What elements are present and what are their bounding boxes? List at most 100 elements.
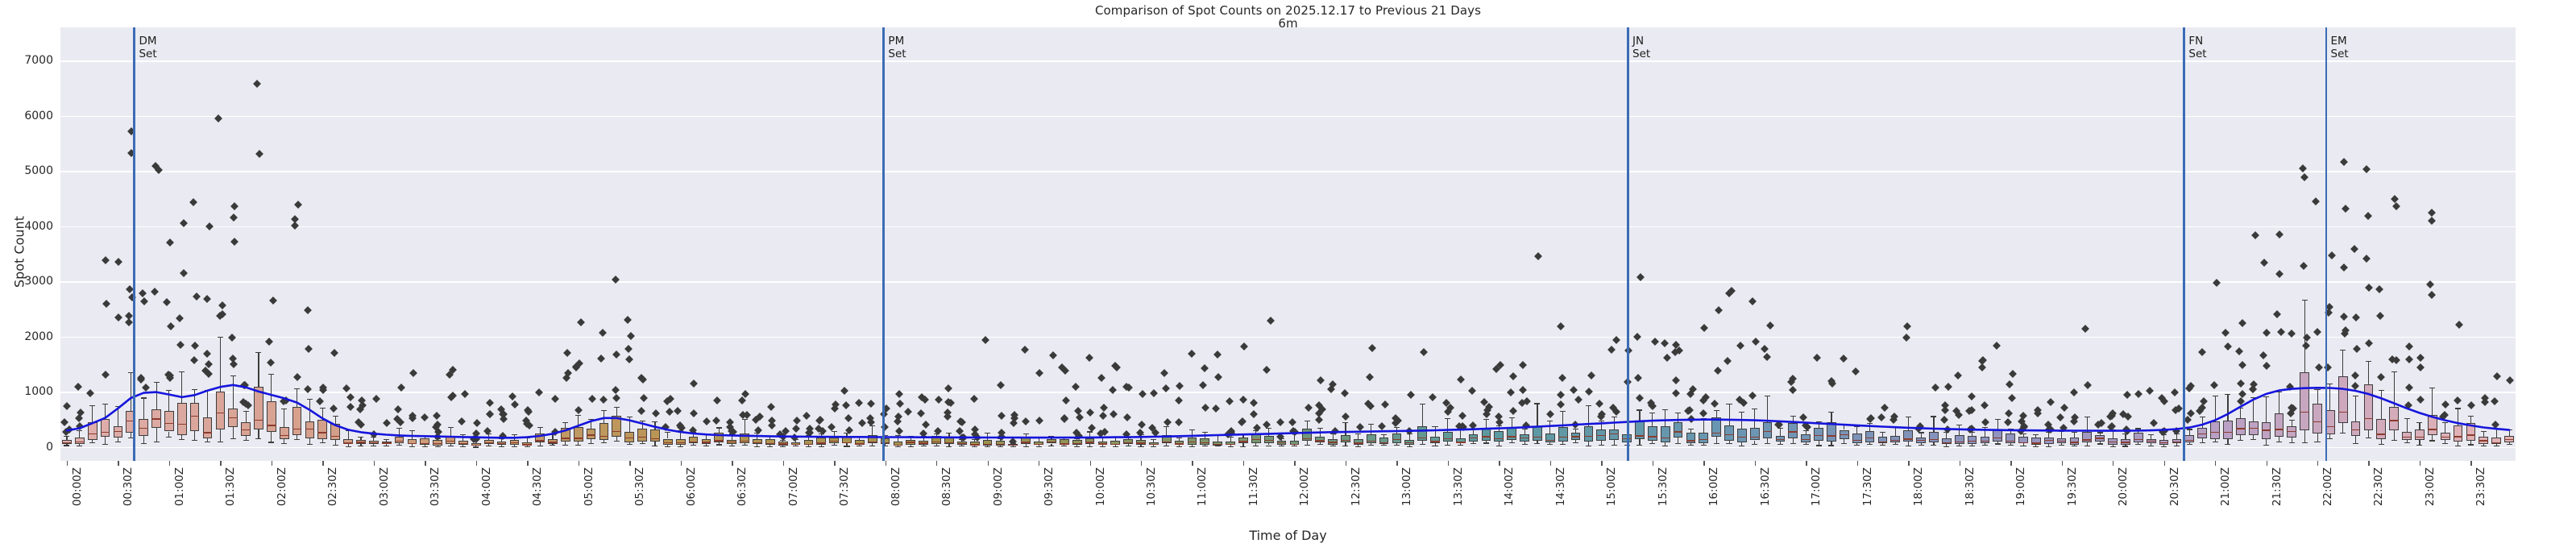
- boxplot-whisker-cap: [192, 440, 198, 442]
- boxplot-whisker-cap: [1802, 429, 1809, 432]
- boxplot-box: [2056, 438, 2067, 443]
- event-marker-label: JN Set: [1632, 35, 1650, 61]
- boxplot-box: [1929, 432, 1939, 443]
- boxplot-box: [1737, 429, 1747, 442]
- boxplot-whisker-cap: [882, 434, 889, 436]
- boxplot-box: [2235, 418, 2246, 435]
- boxplot-whisker: [1524, 442, 1525, 445]
- boxplot-whisker-cap: [831, 430, 837, 432]
- boxplot-whisker: [1447, 441, 1449, 445]
- boxplot-box: [1187, 438, 1197, 445]
- boxplot-whisker: [1114, 445, 1116, 446]
- boxplot-whisker: [820, 445, 822, 446]
- boxplot-whisker-cap: [1112, 446, 1118, 447]
- x-tick-label: 13:30Z: [1451, 467, 1465, 507]
- boxplot-whisker: [552, 443, 554, 445]
- boxplot-whisker-cap: [1943, 446, 1950, 447]
- boxplot-whisker: [1076, 445, 1078, 447]
- boxplot-median: [87, 433, 97, 435]
- boxplot-median: [1583, 436, 1594, 438]
- boxplot-median: [2313, 421, 2322, 423]
- boxplot-whisker: [1728, 441, 1730, 444]
- boxplot-whisker: [219, 429, 221, 442]
- boxplot-whisker: [718, 427, 720, 433]
- boxplot-median: [675, 442, 686, 444]
- boxplot-whisker-cap: [1099, 446, 1105, 447]
- boxplot-whisker-cap: [1151, 438, 1157, 440]
- boxplot-whisker: [833, 430, 835, 438]
- boxplot-whisker-cap: [2301, 442, 2308, 444]
- event-marker-line: [2325, 27, 2328, 461]
- boxplot-whisker-cap: [600, 442, 607, 443]
- boxplot-whisker: [1383, 443, 1385, 446]
- boxplot-whisker: [1881, 432, 1884, 438]
- boxplot-whisker: [1856, 443, 1858, 446]
- boxplot-box: [2197, 428, 2208, 438]
- boxplot-median: [2453, 436, 2463, 438]
- event-marker-label: EM Set: [2331, 35, 2349, 61]
- boxplot-box: [2363, 384, 2374, 431]
- gridline: [60, 60, 2516, 62]
- boxplot-whisker: [66, 443, 68, 446]
- boxplot-whisker-cap: [678, 446, 684, 448]
- x-tick-label: 14:30Z: [1553, 467, 1567, 507]
- boxplot-box: [2210, 421, 2220, 439]
- boxplot-median: [164, 422, 174, 424]
- x-tick-label: 12:00Z: [1298, 467, 1312, 507]
- boxplot-box: [1814, 428, 1823, 441]
- x-tick-mark: [168, 461, 171, 466]
- boxplot-whisker-cap: [2455, 408, 2462, 409]
- boxplot-whisker-cap: [2059, 445, 2065, 446]
- boxplot-whisker-cap: [255, 352, 262, 354]
- boxplot-whisker: [935, 433, 937, 437]
- boxplot-median: [2043, 439, 2054, 442]
- boxplot-whisker-cap: [1355, 446, 1362, 447]
- boxplot-box: [1366, 433, 1376, 444]
- boxplot-whisker-cap: [1342, 421, 1349, 423]
- boxplot-whisker: [1703, 417, 1704, 433]
- boxplot-whisker: [1408, 433, 1410, 441]
- boxplot-box: [1686, 433, 1696, 443]
- event-marker-line: [882, 27, 886, 461]
- boxplot-whisker-cap: [626, 444, 633, 446]
- boxplot-whisker: [1959, 443, 1960, 446]
- boxplot-whisker-cap: [2404, 442, 2410, 444]
- boxplot-whisker: [181, 434, 183, 439]
- boxplot-whisker-cap: [1918, 445, 1924, 446]
- boxplot-box: [1954, 434, 1964, 444]
- boxplot-whisker-cap: [652, 421, 658, 423]
- x-tick-label: 23:30Z: [2474, 467, 2488, 507]
- boxplot-median: [2376, 433, 2387, 435]
- boxplot-median: [919, 442, 929, 444]
- boxplot-whisker-cap: [2506, 443, 2512, 445]
- boxplot-median: [1123, 442, 1133, 443]
- x-tick-label: 18:30Z: [1963, 467, 1977, 507]
- boxplot-whisker: [769, 436, 771, 440]
- boxplot-median: [2018, 442, 2028, 443]
- boxplot-whisker-cap: [2467, 416, 2474, 417]
- boxplot-box: [292, 406, 302, 435]
- event-marker-label: PM Set: [888, 35, 906, 61]
- boxplot-whisker-cap: [1035, 446, 1042, 448]
- x-tick-mark: [1140, 461, 1143, 466]
- boxplot-whisker: [1792, 416, 1794, 423]
- boxplot-median: [1097, 443, 1108, 445]
- boxplot-whisker: [1306, 421, 1308, 429]
- boxplot-whisker-cap: [2327, 438, 2333, 439]
- boxplot-box: [2082, 431, 2093, 442]
- boxplot-median: [1827, 435, 1836, 437]
- boxplot-whisker: [705, 434, 707, 440]
- boxplot-whisker-cap: [2480, 431, 2487, 433]
- boxplot-median: [62, 442, 72, 444]
- boxplot-whisker-cap: [345, 430, 351, 432]
- boxplot-box: [241, 421, 251, 437]
- boxplot-whisker-cap: [741, 444, 748, 446]
- boxplot-whisker: [488, 433, 490, 440]
- boxplot-median: [790, 443, 801, 446]
- boxplot-whisker: [334, 439, 336, 445]
- boxplot-whisker: [2201, 438, 2203, 442]
- boxplot-median: [1596, 435, 1607, 437]
- x-tick-label: 22:00Z: [2321, 467, 2335, 507]
- boxplot-whisker: [386, 439, 388, 442]
- x-tick-label: 21:00Z: [2219, 467, 2233, 507]
